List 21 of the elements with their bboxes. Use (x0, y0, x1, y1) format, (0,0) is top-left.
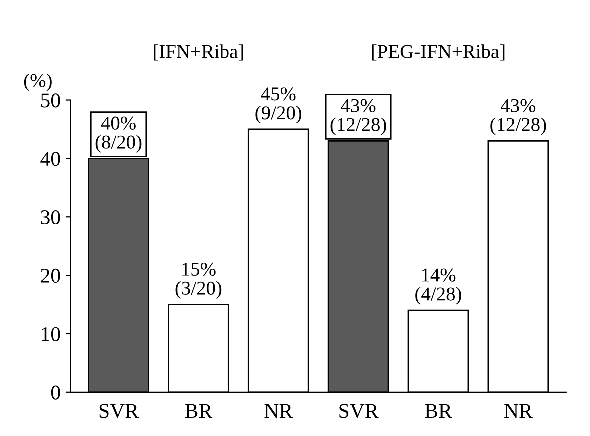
y-axis-title: (%) (24, 74, 52, 92)
data-label: 45% (9/20) (256, 88, 302, 124)
y-tick-label: 20 (41, 268, 60, 283)
data-label: 43% (12/28) (330, 99, 386, 136)
y-tick-label: 0 (51, 386, 60, 400)
x-tick-label: SVR (340, 404, 379, 418)
x-tick-label: BR (185, 404, 213, 418)
data-label: 14% (4/28) (416, 268, 462, 305)
y-tick-label: 30 (41, 210, 60, 225)
x-tick-label: SVR (100, 404, 139, 418)
x-tick-label: NR (504, 404, 533, 418)
y-tick-label: 10 (42, 327, 60, 342)
data-label: 43% (12/28) (490, 99, 546, 136)
y-tick-label: 40 (40, 152, 60, 166)
data-label: 40% (8/20) (96, 116, 142, 153)
x-tick-label: NR (264, 404, 294, 418)
data-label: 15% (3/20) (176, 262, 222, 299)
text: [PEG-IFN+Riba] (372, 44, 505, 61)
x-tick-label: BR (425, 404, 452, 418)
text: [IFN+Riba] (154, 44, 244, 61)
y-tick-label: 50 (41, 94, 60, 108)
